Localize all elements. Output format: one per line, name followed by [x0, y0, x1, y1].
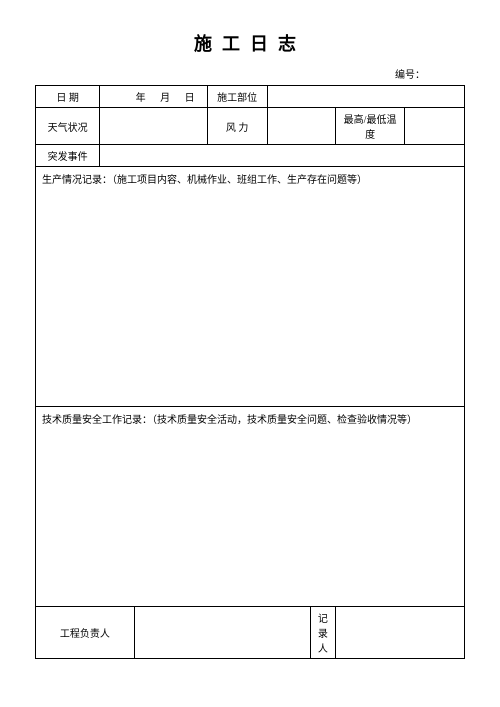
- label-emergency: 突发事件: [36, 145, 100, 167]
- field-project-leader[interactable]: [134, 607, 310, 659]
- label-recorder: 记 录 人: [310, 607, 336, 659]
- field-emergency[interactable]: [100, 145, 465, 167]
- field-date[interactable]: 年 月 日: [100, 86, 207, 108]
- label-weather: 天气状况: [36, 108, 100, 145]
- field-recorder[interactable]: [336, 607, 465, 659]
- document-title: 施工日志: [35, 30, 465, 56]
- row-date: 日 期 年 月 日 施工部位: [36, 86, 465, 108]
- row-emergency: 突发事件: [36, 145, 465, 167]
- label-date: 日 期: [36, 86, 100, 108]
- label-project-leader: 工程负责人: [36, 607, 135, 659]
- field-wind[interactable]: [267, 108, 336, 145]
- label-wind: 风 力: [207, 108, 267, 145]
- field-technical-record[interactable]: 技术质量安全工作记录：（技术质量安全活动，技术质量安全问题、检查验收情况等）: [36, 407, 465, 607]
- field-construction-part[interactable]: [267, 86, 464, 108]
- label-construction-part: 施工部位: [207, 86, 267, 108]
- field-temperature[interactable]: [404, 108, 464, 145]
- row-technical-record: 技术质量安全工作记录：（技术质量安全活动，技术质量安全问题、检查验收情况等）: [36, 407, 465, 607]
- field-weather[interactable]: [100, 108, 207, 145]
- row-weather: 天气状况 风 力 最高/最低温度: [36, 108, 465, 145]
- field-production-record[interactable]: 生产情况记录：（施工项目内容、机械作业、班组工作、生产存在问题等）: [36, 167, 465, 407]
- row-signatures: 工程负责人 记 录 人: [36, 607, 465, 659]
- label-temperature: 最高/最低温度: [336, 108, 405, 145]
- construction-log-table: 日 期 年 月 日 施工部位 天气状况 风 力 最高/最低温度 突发事件 生产情…: [35, 85, 465, 659]
- serial-number-label: 编号：: [35, 66, 465, 81]
- row-production-record: 生产情况记录：（施工项目内容、机械作业、班组工作、生产存在问题等）: [36, 167, 465, 407]
